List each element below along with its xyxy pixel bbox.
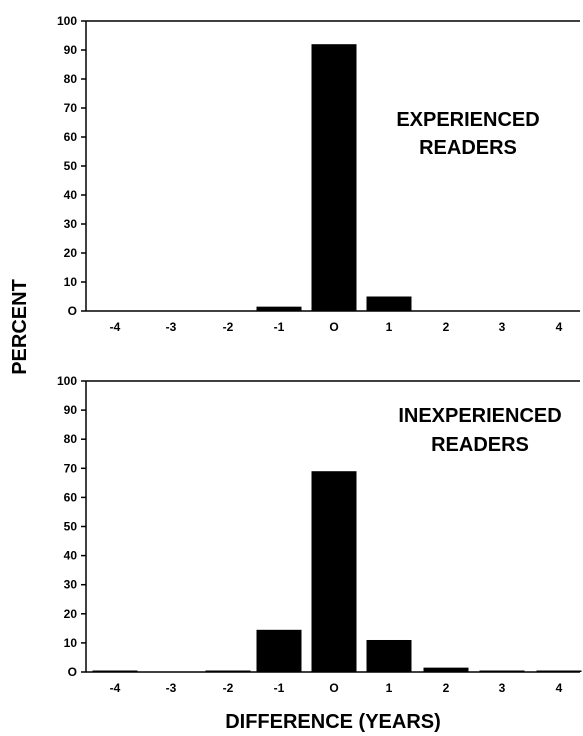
x-axis-label: DIFFERENCE (YEARS) — [225, 711, 441, 733]
bar-2 — [423, 667, 469, 672]
y-tick-label: 70 — [64, 461, 78, 475]
x-tick-label: 4 — [556, 320, 563, 334]
x-tick-label: 4 — [556, 681, 563, 695]
x-tick-label: -4 — [110, 681, 121, 695]
bar-4 — [536, 670, 582, 672]
panel-annotation: EXPERIENCED — [396, 109, 539, 131]
y-tick-label: 90 — [64, 403, 78, 417]
bar-1 — [366, 296, 412, 311]
y-tick-label: 100 — [57, 374, 77, 388]
y-tick-label: 20 — [64, 607, 78, 621]
panel-annotation: READERS — [431, 434, 529, 456]
x-tick-label: -1 — [274, 681, 285, 695]
bar-1 — [366, 639, 412, 672]
bar--4 — [92, 670, 138, 672]
y-tick-label: 10 — [64, 636, 78, 650]
x-tick-label: 1 — [386, 320, 393, 334]
y-tick-label: 100 — [57, 14, 77, 28]
y-tick-label: 40 — [64, 188, 78, 202]
y-tick-label: 40 — [64, 549, 78, 563]
x-tick-label: -2 — [223, 681, 234, 695]
bar--1 — [256, 306, 302, 311]
bar--2 — [205, 670, 251, 672]
x-tick-label: 3 — [499, 320, 506, 334]
bar-3 — [479, 670, 525, 672]
y-axis-label: PERCENT — [9, 279, 31, 375]
panel-annotation: READERS — [419, 137, 517, 159]
y-tick-label: 60 — [64, 130, 78, 144]
bar-O — [311, 44, 357, 311]
bar--1 — [256, 629, 302, 672]
x-tick-label: -1 — [274, 320, 285, 334]
x-tick-label: -3 — [166, 320, 177, 334]
y-tick-label: 90 — [64, 43, 78, 57]
x-tick-label: 3 — [499, 681, 506, 695]
y-tick-label: 50 — [64, 159, 78, 173]
x-tick-label: -3 — [166, 681, 177, 695]
bar-O — [311, 471, 357, 672]
x-tick-label: -2 — [223, 320, 234, 334]
x-tick-label: O — [329, 320, 338, 334]
y-tick-label: 10 — [64, 275, 78, 289]
y-tick-label: 50 — [64, 520, 78, 534]
x-tick-label: 2 — [443, 320, 450, 334]
x-tick-label: 1 — [386, 681, 393, 695]
panel-2: O 10 20 30 40 50 60 70 80 90 100 -4 -3 -2 -1 O 1 2 3 4 INEXP… — [57, 374, 582, 695]
x-tick-label: O — [329, 681, 338, 695]
x-tick-label: 2 — [443, 681, 450, 695]
y-tick-label: 60 — [64, 490, 78, 504]
y-tick-label: 80 — [64, 432, 78, 446]
y-tick-label: 30 — [64, 578, 78, 592]
panel-annotation: INEXPERIENCED — [398, 405, 561, 427]
y-tick-label: 80 — [64, 72, 78, 86]
y-tick-label: O — [68, 665, 77, 679]
y-tick-label: 70 — [64, 101, 78, 115]
x-tick-label: -4 — [110, 320, 121, 334]
y-tick-label: 30 — [64, 217, 78, 231]
y-tick-label: O — [68, 304, 77, 318]
y-tick-label: 20 — [64, 246, 78, 260]
panel-1: O 10 20 30 40 50 60 70 80 90 100 -4 -3 -2 -1 O 1 2 3 4 EXPER… — [57, 14, 580, 334]
